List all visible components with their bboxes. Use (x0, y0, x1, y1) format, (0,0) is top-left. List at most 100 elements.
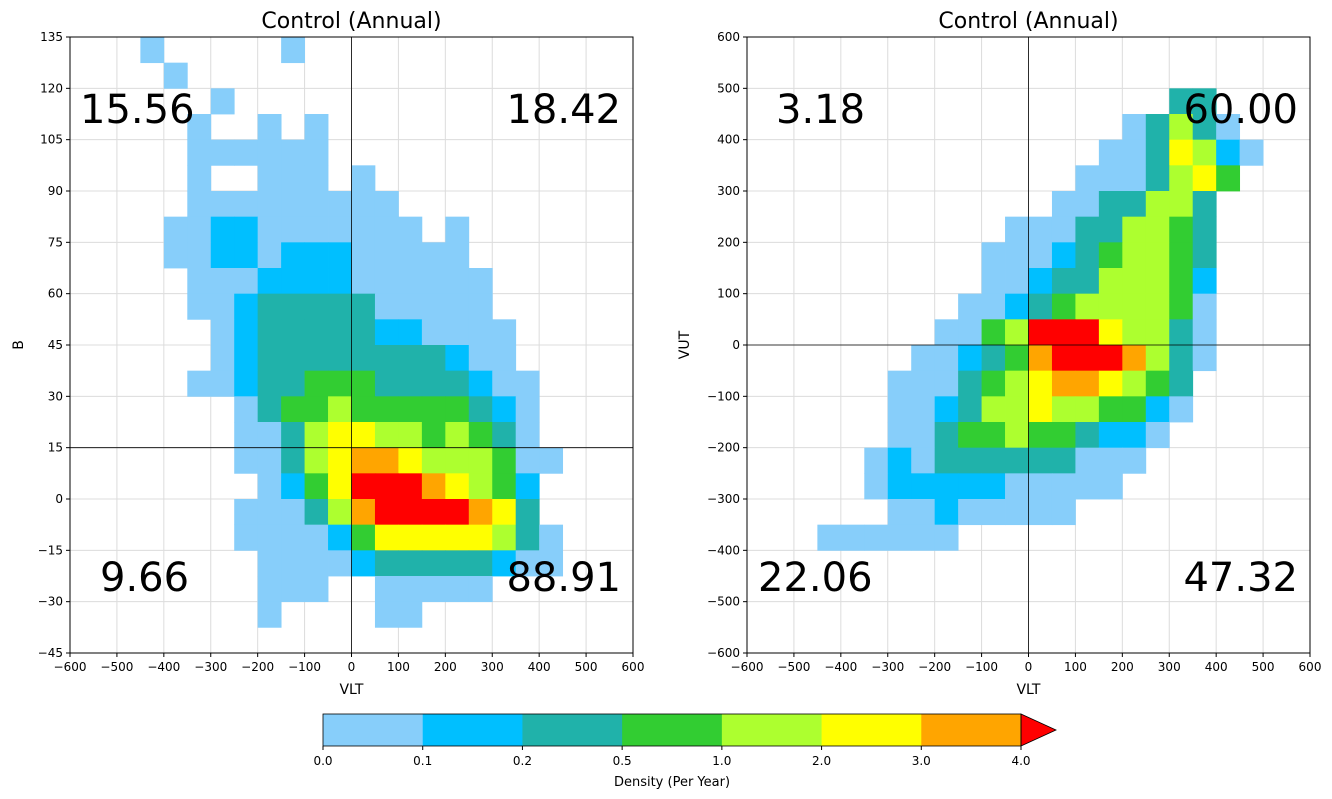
right-heatmap-cell (864, 473, 889, 500)
left-x-tick-label: −200 (241, 660, 274, 674)
right-heatmap-cell (1169, 396, 1194, 423)
left-heatmap-cell (351, 216, 376, 243)
right-x-ticks: −600 −500 −400 −300 −200 −100 0 100 200 300 400 500… (731, 653, 1322, 674)
left-y-tick-label: 0 (55, 492, 63, 506)
colorbar-tick-label: 3.0 (912, 754, 931, 768)
right-heatmap-cell (1169, 191, 1194, 218)
left-heatmap-cell (257, 447, 282, 474)
left-heatmap-cell (421, 550, 446, 577)
left-heatmap-cell (539, 550, 564, 577)
left-y-tick-label: −30 (38, 595, 63, 609)
right-heatmap-cell (1122, 242, 1147, 269)
left-heatmap-cell (257, 165, 282, 192)
colorbar-tick-label: 2.0 (812, 754, 831, 768)
left-heatmap-cell (304, 165, 329, 192)
right-quadrant-bottom-left-value: 22.06 (758, 555, 873, 601)
left-heatmap-cell (210, 268, 235, 295)
left-heatmap-cell (515, 473, 540, 500)
colorbar-tick-label: 0.0 (313, 754, 332, 768)
left-heatmap-cell (351, 370, 376, 397)
left-heatmap-cell (351, 345, 376, 372)
left-heatmap-cell (468, 396, 493, 423)
right-y-tick-label: 200 (717, 235, 740, 249)
left-heatmap-cell (257, 139, 282, 166)
left-heatmap-cell (257, 268, 282, 295)
left-heatmap-cell (515, 422, 540, 449)
left-heatmap-cell (328, 319, 352, 346)
right-heatmap-cell (911, 396, 936, 423)
right-y-tick-label: −300 (707, 492, 740, 506)
right-heatmap-cell (1075, 319, 1100, 346)
right-heatmap-cell (1028, 268, 1053, 295)
left-heatmap-cell (234, 268, 259, 295)
right-heatmap-cell (1122, 268, 1147, 295)
right-y-tick-label: 500 (717, 81, 740, 95)
left-heatmap-cell (187, 293, 212, 320)
left-heatmap-cell (281, 345, 305, 372)
right-heatmap-cell (1192, 165, 1217, 192)
colorbar-segments (323, 714, 1022, 746)
right-heatmap-cell (1145, 370, 1170, 397)
right-y-axis-label: VUT (677, 330, 693, 359)
colorbar-tick-label: 1.0 (712, 754, 731, 768)
left-heatmap-cell (515, 370, 540, 397)
left-heatmap-cell (304, 319, 329, 346)
right-heatmap-cell (934, 396, 959, 423)
left-heatmap-cell (304, 524, 329, 551)
left-x-tick-label: 600 (622, 660, 645, 674)
right-x-tick-label: 600 (1299, 660, 1322, 674)
left-heatmap-cell (515, 499, 540, 526)
right-heatmap-cell (1028, 396, 1053, 423)
right-heatmap-cell (981, 422, 1006, 449)
right-heatmap-cell (981, 447, 1006, 474)
left-heatmap-cell (328, 422, 352, 449)
right-x-axis-label: VLT (1016, 682, 1040, 698)
right-heatmap-cell (1098, 139, 1123, 166)
right-heatmap-cell (934, 447, 959, 474)
left-heatmap-cell (328, 268, 352, 295)
left-heatmap-cell (351, 447, 376, 474)
left-heatmap-cell (187, 370, 212, 397)
right-heatmap-cell (887, 422, 912, 449)
left-heatmap-cell (257, 345, 282, 372)
right-heatmap-cell (1051, 345, 1076, 372)
left-heatmap-cell (281, 396, 305, 423)
right-heatmap-cell (911, 422, 936, 449)
right-heatmap-cell (1122, 396, 1147, 423)
left-heatmap-cell (374, 345, 399, 372)
left-heatmap-cell (257, 499, 282, 526)
left-x-tick-label: −100 (288, 660, 321, 674)
left-heatmap-cell (374, 447, 399, 474)
left-heatmap-cell (468, 422, 493, 449)
left-heatmap-cell (304, 114, 329, 141)
left-heatmap-cell (351, 422, 376, 449)
right-y-tick-label: −600 (707, 646, 740, 660)
left-heatmap-cell (468, 550, 493, 577)
left-heatmap-cell (281, 268, 305, 295)
right-y-tick-label: 100 (717, 287, 740, 301)
right-heatmap-cell (1145, 268, 1170, 295)
right-heatmap-cell (1145, 216, 1170, 243)
left-heatmap-cell (304, 242, 329, 269)
right-heatmap-cell (1122, 165, 1147, 192)
left-heatmap-cell (492, 447, 517, 474)
left-heatmap-cell (281, 576, 305, 603)
right-heatmap-cell (1028, 370, 1053, 397)
left-heatmap-cell (374, 499, 399, 526)
left-heatmap-cell (304, 576, 329, 603)
right-heatmap-cell (1051, 293, 1076, 320)
left-heatmap-cell (187, 114, 212, 141)
right-heatmap-cell (1169, 165, 1194, 192)
left-heatmap-cell (421, 396, 446, 423)
left-heatmap-cell (374, 319, 399, 346)
right-y-tick-label: −100 (707, 389, 740, 403)
left-heatmap-cell (257, 422, 282, 449)
right-x-tick-label: −500 (777, 660, 810, 674)
left-heatmap-cell (468, 499, 493, 526)
left-heatmap-cell (468, 293, 493, 320)
left-x-ticks: −600 −500 −400 −300 −200 −100 0 100 200 300 400 500… (54, 653, 645, 674)
left-heatmap-cell (515, 396, 540, 423)
left-y-tick-label: 60 (48, 287, 63, 301)
left-heatmap-cell (257, 319, 282, 346)
left-heatmap-cell (445, 524, 470, 551)
